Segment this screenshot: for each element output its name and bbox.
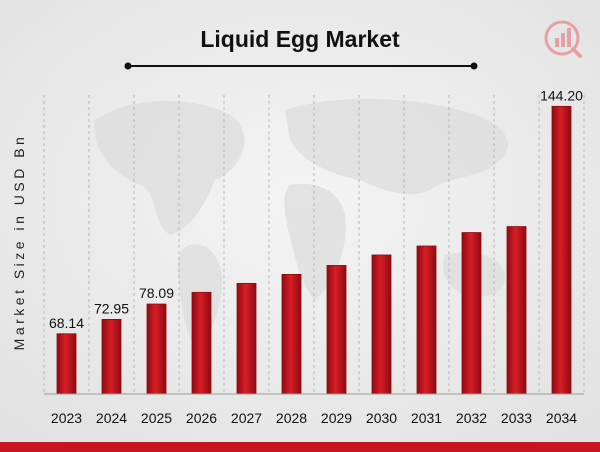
x-tick-label-2031: 2031 xyxy=(411,410,442,426)
x-tick-labels-group: 2023 2024 2025 2026 2027 2028 2029 2030 2031 2032… xyxy=(51,410,577,426)
x-tick-label-2030: 2030 xyxy=(366,410,397,426)
y-axis-label: Market Size in USD Bn xyxy=(11,134,27,351)
x-tick-label-2027: 2027 xyxy=(231,410,262,426)
bar-2033 xyxy=(506,226,527,395)
bar-2032 xyxy=(461,232,482,395)
bar-2027 xyxy=(236,282,257,395)
bar-2025 xyxy=(146,303,167,395)
x-tick-label-2033: 2033 xyxy=(501,410,532,426)
x-tick-label-2024: 2024 xyxy=(96,410,127,426)
bar-2031 xyxy=(416,245,437,395)
data-label-2023: 68.14 xyxy=(49,315,84,331)
bar-2024 xyxy=(101,318,122,395)
bar-2026 xyxy=(191,291,212,395)
x-tick-label-2032: 2032 xyxy=(456,410,487,426)
x-tick-label-2028: 2028 xyxy=(276,410,307,426)
market-research-logo-icon xyxy=(544,20,582,58)
data-label-2024: 72.95 xyxy=(94,300,129,316)
chart-title: Liquid Egg Market xyxy=(200,26,400,52)
bar-2030 xyxy=(371,254,392,395)
data-labels-group: 68.14 72.95 78.09 144.20 xyxy=(49,87,583,330)
bar-2034 xyxy=(551,105,572,395)
x-tick-label-2029: 2029 xyxy=(321,410,352,426)
bar-2028 xyxy=(281,273,302,395)
bar-2023 xyxy=(56,333,77,395)
data-label-2034: 144.20 xyxy=(540,87,583,103)
x-tick-label-2023: 2023 xyxy=(51,410,82,426)
x-tick-label-2026: 2026 xyxy=(186,410,217,426)
bottom-accent-band xyxy=(0,442,600,452)
data-label-2025: 78.09 xyxy=(139,285,174,301)
title-underline-left-dot xyxy=(124,62,132,70)
x-tick-label-2034: 2034 xyxy=(546,410,577,426)
vertical-gridlines xyxy=(43,95,585,394)
bar-2029 xyxy=(326,265,347,395)
title-underline-right-dot xyxy=(470,62,478,70)
x-tick-label-2025: 2025 xyxy=(141,410,172,426)
